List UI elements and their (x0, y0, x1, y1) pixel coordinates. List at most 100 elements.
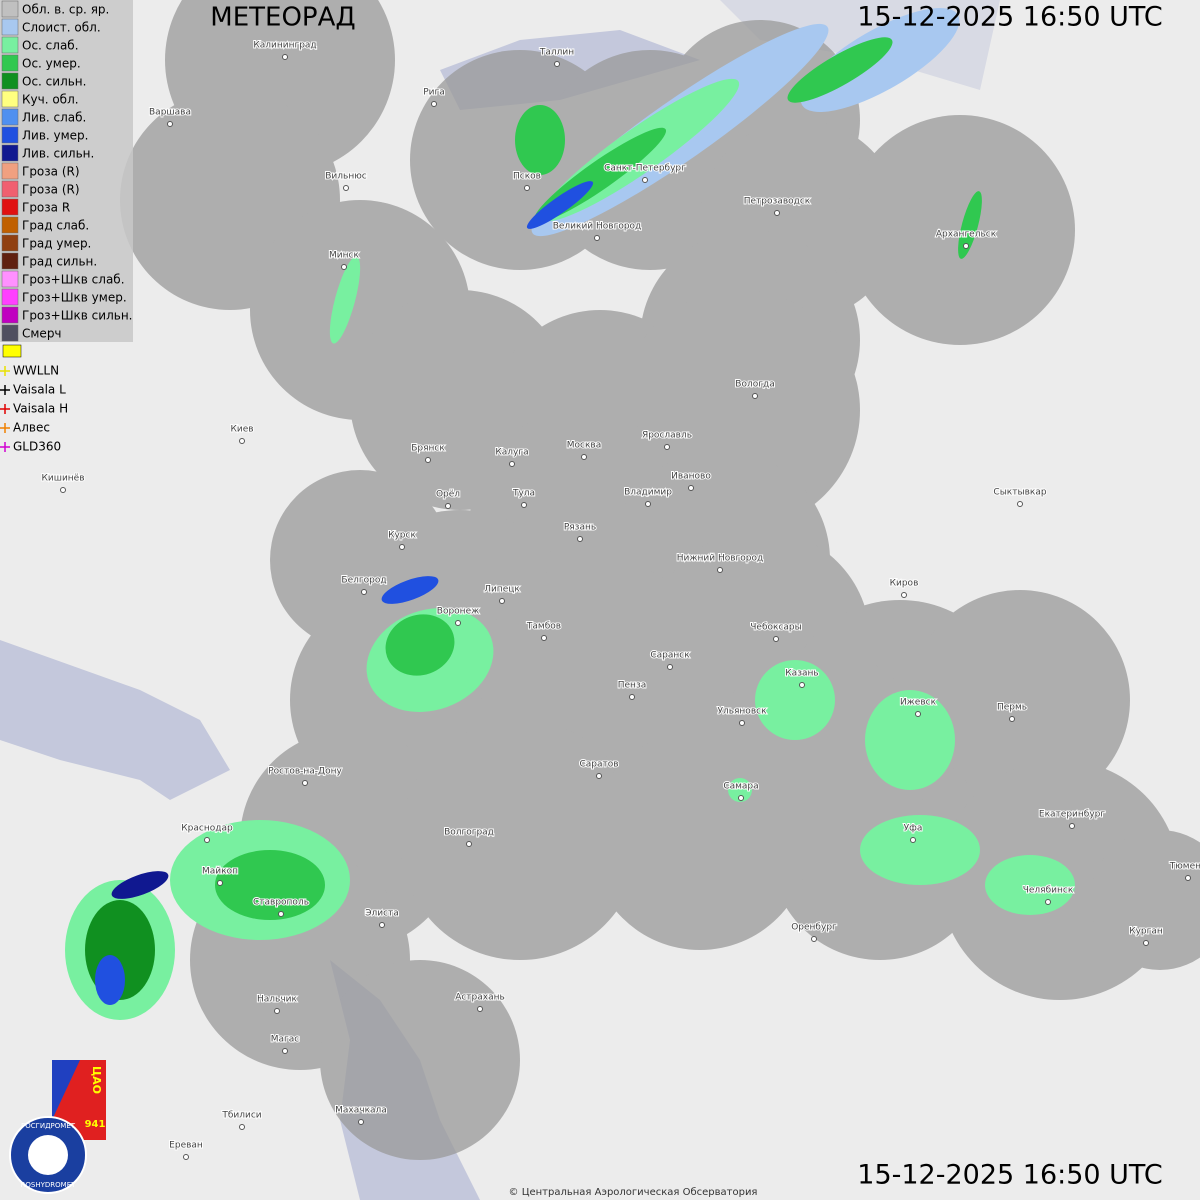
city-dot (811, 936, 817, 942)
city-dot (524, 185, 530, 191)
legend-swatch (1, 216, 19, 234)
legend-label: Ос. сильн. (22, 75, 86, 89)
city-label: Ульяновск (717, 707, 767, 717)
precip-area (787, 37, 893, 103)
timestamp: 15-12-2025 16:50 UTC (857, 2, 1162, 33)
city-label: Тюмень (1169, 862, 1200, 872)
legend-label: Слоист. обл. (22, 21, 101, 35)
city-label: Краснодар (181, 824, 233, 834)
legend-label: Гроз+Шкв сильн. (22, 309, 132, 323)
city-label: Ереван (169, 1141, 203, 1151)
city-label: Кишинёв (41, 474, 84, 484)
city-label: Астрахань (455, 993, 505, 1003)
radar-circle (400, 720, 640, 960)
city-label: Таллин (539, 48, 574, 58)
city-dot (901, 592, 907, 598)
city-dot (425, 457, 431, 463)
city-label: Курган (1129, 927, 1163, 937)
city-dot (664, 444, 670, 450)
legend-label: GLD360 (13, 440, 61, 454)
city-label: Нальчик (257, 995, 298, 1005)
legend-label: Град умер. (22, 237, 91, 251)
legend-swatch (1, 144, 19, 162)
legend-label: Vaisala L (13, 383, 66, 397)
city-label: Москва (567, 441, 601, 451)
city-dot (499, 598, 505, 604)
city-dot (645, 501, 651, 507)
precip-area (958, 191, 982, 259)
city-dot (717, 567, 723, 573)
city-label: Саранск (650, 651, 690, 661)
precip-area (215, 850, 325, 920)
cities: Калининград Таллин Рига Варшава Вильнюс Псков… (40, 40, 1200, 1160)
city-dot (521, 502, 527, 508)
legend-label: Лив. сильн. (22, 147, 94, 161)
city-label: Киев (230, 425, 253, 435)
city-dot (739, 720, 745, 726)
city-label: Оренбург (791, 923, 837, 933)
city-dot (379, 922, 385, 928)
sea (0, 640, 230, 800)
city-label: Ростов-на-Дону (268, 767, 342, 777)
legend-label: Гроза (R) (22, 165, 80, 179)
radar-circle (320, 960, 520, 1160)
city-dot (399, 544, 405, 550)
legend-label: Ос. слаб. (22, 39, 79, 53)
city-label: Чебоксары (750, 623, 801, 633)
city-label: Орёл (436, 490, 460, 500)
city-label: Иваново (671, 472, 711, 482)
city-dot (667, 664, 673, 670)
timestamp: 15-12-2025 16:50 UTC (857, 1160, 1162, 1191)
legend-label: Алвес (13, 421, 50, 435)
city-label: Челябинск (1023, 886, 1074, 896)
city-dot (738, 795, 744, 801)
city-dot (1143, 940, 1149, 946)
legend-swatch (1, 252, 19, 270)
city-label: Вологда (735, 380, 774, 390)
logo-circle (28, 1135, 68, 1175)
city-dot (1009, 716, 1015, 722)
city-label: Рязань (564, 523, 596, 533)
city-label: Белгород (341, 576, 386, 586)
city-dot (910, 837, 916, 843)
legend-swatch (1, 288, 19, 306)
city-label: Саратов (579, 760, 618, 770)
legend-label: Гроза (R) (22, 183, 80, 197)
city-dot (282, 54, 288, 60)
city-dot (455, 620, 461, 626)
title: МЕТЕОРАД (210, 3, 355, 33)
city-dot (183, 1154, 189, 1160)
precipitation (65, 8, 1075, 1020)
legend-label: WWLLN (13, 364, 59, 378)
logo-text: РОСГИДРОМЕТ (21, 1122, 76, 1130)
city-dot (915, 711, 921, 717)
legend-label: Гроз+Шкв умер. (22, 291, 127, 305)
city-label: Владимир (624, 488, 672, 498)
city-dot (361, 589, 367, 595)
legend-swatch (1, 270, 19, 288)
city-label: Брянск (411, 444, 445, 454)
city-dot (282, 1048, 288, 1054)
city-dot (302, 780, 308, 786)
city-label: Калуга (495, 448, 528, 458)
city-label: Санкт-Петербург (604, 164, 686, 174)
legend-label: Лив. умер. (22, 129, 89, 143)
precip-area (95, 955, 125, 1005)
city-dot (217, 880, 223, 886)
radar-circle (270, 470, 450, 650)
city-label: Псков (513, 172, 541, 182)
legend-label: Гроз+Шкв слаб. (22, 273, 125, 287)
city-dot (1185, 875, 1191, 881)
city-dot (239, 1124, 245, 1130)
precip-area (755, 660, 835, 740)
city-label: Архангельск (936, 230, 997, 240)
city-dot (477, 1006, 483, 1012)
city-label: Ставрополь (253, 898, 309, 908)
legend-box (0, 0, 133, 342)
logo: ЦАО 941 РОСГИДРОМЕТ ROSHYDROMET (9, 1060, 106, 1194)
legend-swatch (1, 108, 19, 126)
city-label: Махачкала (335, 1106, 387, 1116)
city-dot (204, 837, 210, 843)
city-label: Липецк (484, 585, 520, 595)
legend-swatch (1, 54, 19, 72)
